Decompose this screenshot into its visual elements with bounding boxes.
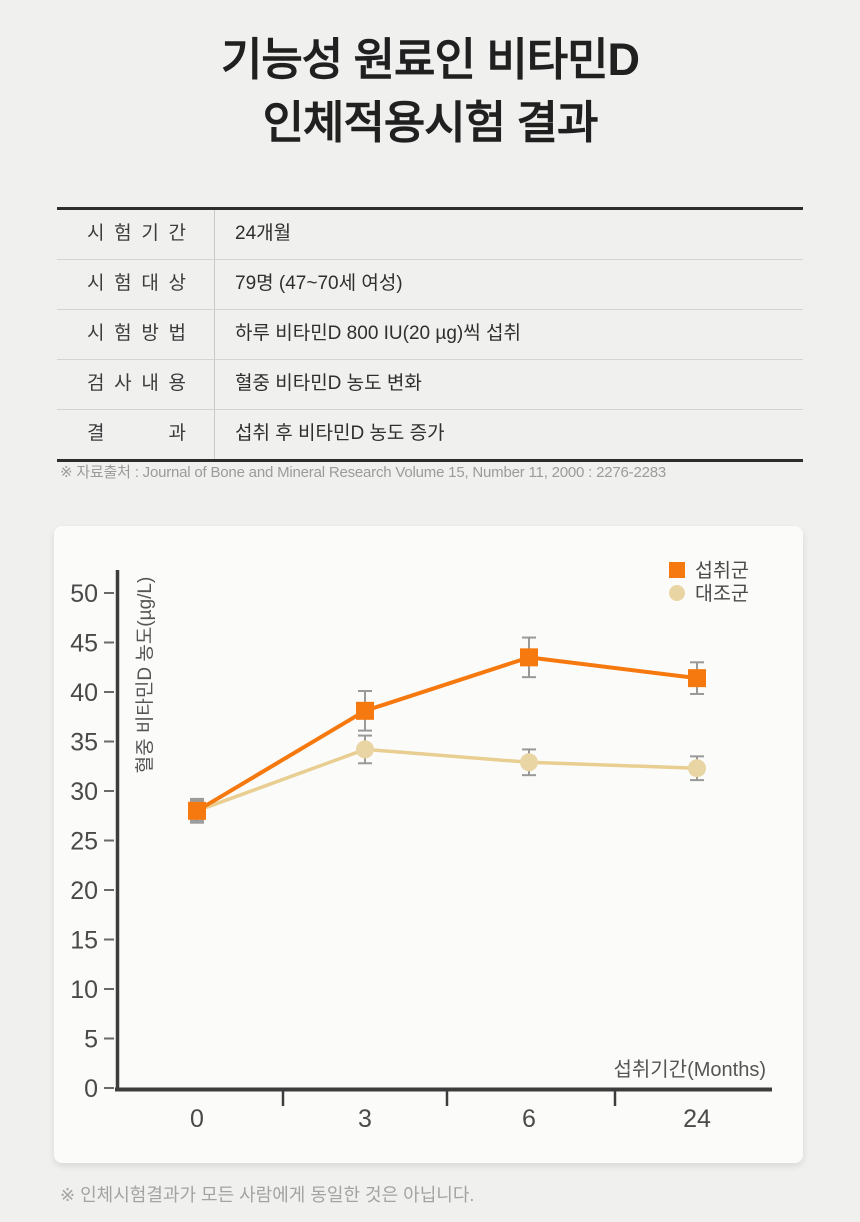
data-point-circle	[520, 753, 538, 772]
row-label-method: 시 험 방 법	[57, 310, 215, 359]
svg-text:3: 3	[358, 1105, 372, 1133]
svg-text:6: 6	[522, 1105, 536, 1133]
table-row: 시 험 기 간 24개월	[57, 210, 803, 260]
svg-text:15: 15	[70, 927, 98, 955]
page-title: 기능성 원료인 비타민D 인체적용시험 결과	[0, 28, 860, 154]
row-value-result: 섭취 후 비타민D 농도 증가	[235, 423, 445, 444]
row-value-method: 하루 비타민D 800 IU(20 µg)씩 섭취	[235, 323, 521, 344]
series-control	[188, 734, 706, 822]
svg-text:50: 50	[70, 580, 98, 608]
disclaimer-note: ※ 인체시험결과가 모든 사람에게 동일한 것은 아닙니다.	[60, 1185, 475, 1205]
table-row: 시 험 대 상 79명 (47~70세 여성)	[57, 260, 803, 310]
row-value-measurement: 혈중 비타민D 농도 변화	[235, 373, 422, 394]
svg-text:30: 30	[70, 778, 98, 806]
svg-text:10: 10	[70, 976, 98, 1004]
row-label-measurement: 검 사 내 용	[57, 360, 215, 409]
svg-text:5: 5	[84, 1026, 98, 1054]
row-label-result: 결 과	[57, 410, 215, 459]
table-row: 시 험 방 법 하루 비타민D 800 IU(20 µg)씩 섭취	[57, 310, 803, 360]
row-value-subjects: 79명 (47~70세 여성)	[235, 273, 403, 294]
x-axis-ticks: 0 3 6 24	[190, 1091, 711, 1133]
data-point-square	[520, 648, 538, 667]
table-row: 결 과 섭취 후 비타민D 농도 증가	[57, 410, 803, 459]
series-intake	[188, 636, 706, 824]
chart-card: 0 5 10 15 20 25 30 35 40 45 50 0 3 6 24 섭취기간(Months) 혈중 …	[54, 526, 803, 1163]
legend-square-icon	[669, 562, 685, 578]
svg-text:40: 40	[70, 679, 98, 707]
data-point-square	[188, 801, 206, 820]
svg-text:24: 24	[683, 1105, 711, 1133]
y-axis-title: 혈중 비타민D 농도(µg/L)	[134, 577, 156, 774]
page-title-line2: 인체적용시험 결과	[262, 97, 599, 148]
axes	[115, 570, 772, 1092]
row-value-period: 24개월	[235, 223, 292, 244]
data-point-circle	[688, 759, 706, 778]
svg-text:대조군: 대조군	[695, 583, 749, 605]
source-citation: ※ 자료출처 : Journal of Bone and Mineral Res…	[60, 464, 667, 481]
trial-spec-table: 시 험 기 간 24개월 시 험 대 상 79명 (47~70세 여성) 시 험…	[57, 207, 803, 462]
svg-text:20: 20	[70, 877, 98, 905]
page-title-line1: 기능성 원료인 비타민D	[220, 34, 640, 85]
svg-text:35: 35	[70, 729, 98, 757]
svg-text:25: 25	[70, 828, 98, 856]
data-point-circle	[356, 740, 374, 759]
svg-text:45: 45	[70, 630, 98, 658]
row-label-subjects: 시 험 대 상	[57, 260, 215, 309]
legend-circle-icon	[669, 585, 685, 601]
svg-text:0: 0	[84, 1075, 98, 1103]
data-point-square	[688, 669, 706, 688]
svg-text:섭취군: 섭취군	[695, 560, 749, 582]
table-row: 검 사 내 용 혈중 비타민D 농도 변화	[57, 360, 803, 410]
vitamin-d-line-chart: 0 5 10 15 20 25 30 35 40 45 50 0 3 6 24 섭취기간(Months) 혈중 …	[70, 560, 772, 1133]
y-axis-ticks: 0 5 10 15 20 25 30 35 40 45 50	[70, 580, 114, 1103]
svg-text:0: 0	[190, 1105, 204, 1133]
data-point-square	[356, 701, 374, 720]
x-axis-title: 섭취기간(Months)	[613, 1058, 766, 1081]
row-label-period: 시 험 기 간	[57, 210, 215, 259]
